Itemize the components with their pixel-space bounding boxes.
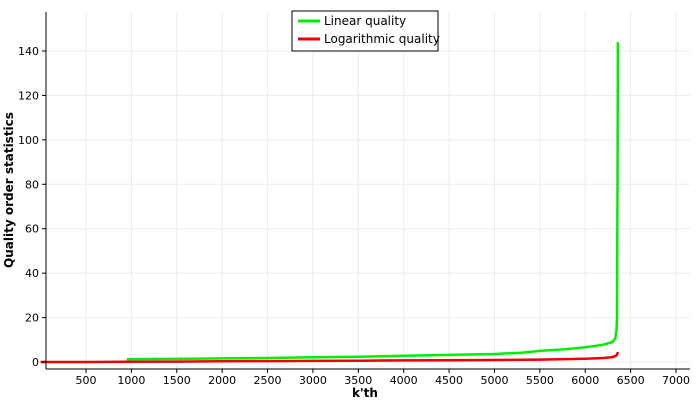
- y-tick-group: 0 20 40 60 80 100 120 140: [18, 45, 46, 369]
- y-tick-label: 140: [18, 45, 39, 58]
- x-tick-label: 7000: [662, 374, 690, 387]
- x-tick-label: 5500: [526, 374, 554, 387]
- x-tick-label: 1500: [163, 374, 191, 387]
- x-axis-title: k'th: [352, 386, 378, 400]
- y-axis-title: Quality order statistics: [2, 112, 16, 268]
- x-tick-label: 2000: [208, 374, 236, 387]
- series-line-log: [40, 351, 620, 364]
- legend-label-linear: Linear quality: [324, 14, 406, 28]
- x-tick-label: 5000: [480, 374, 508, 387]
- legend-box: [291, 10, 439, 52]
- x-tick-label: 1000: [117, 374, 145, 387]
- x-tick-label: 2500: [254, 374, 282, 387]
- y-tick-label: 100: [18, 134, 39, 147]
- y-tick-label: 80: [25, 178, 39, 191]
- legend-label-log: Logarithmic quality: [324, 32, 440, 46]
- series-line-linear: [126, 42, 620, 361]
- grid-lines: [46, 12, 690, 369]
- axes: [45, 12, 690, 370]
- x-tick-label: 4000: [390, 374, 418, 387]
- legend: Linear quality Logarithmic quality: [291, 10, 440, 52]
- x-tick-label: 6000: [571, 374, 599, 387]
- series-layer: [40, 42, 620, 364]
- x-tick-label: 6500: [617, 374, 645, 387]
- y-tick-label: 0: [32, 356, 39, 369]
- x-tick-label: 500: [76, 374, 97, 387]
- y-tick-label: 40: [25, 267, 39, 280]
- x-tick-label: 3000: [299, 374, 327, 387]
- y-tick-label: 60: [25, 223, 39, 236]
- y-tick-label: 20: [25, 312, 39, 325]
- y-tick-label: 120: [18, 89, 39, 102]
- x-tick-label: 4500: [435, 374, 463, 387]
- x-tick-label: 3500: [344, 374, 372, 387]
- x-tick-group: 500 1000 1500 2000 2500 3000 3500 4000 4500 5000 5…: [76, 369, 690, 387]
